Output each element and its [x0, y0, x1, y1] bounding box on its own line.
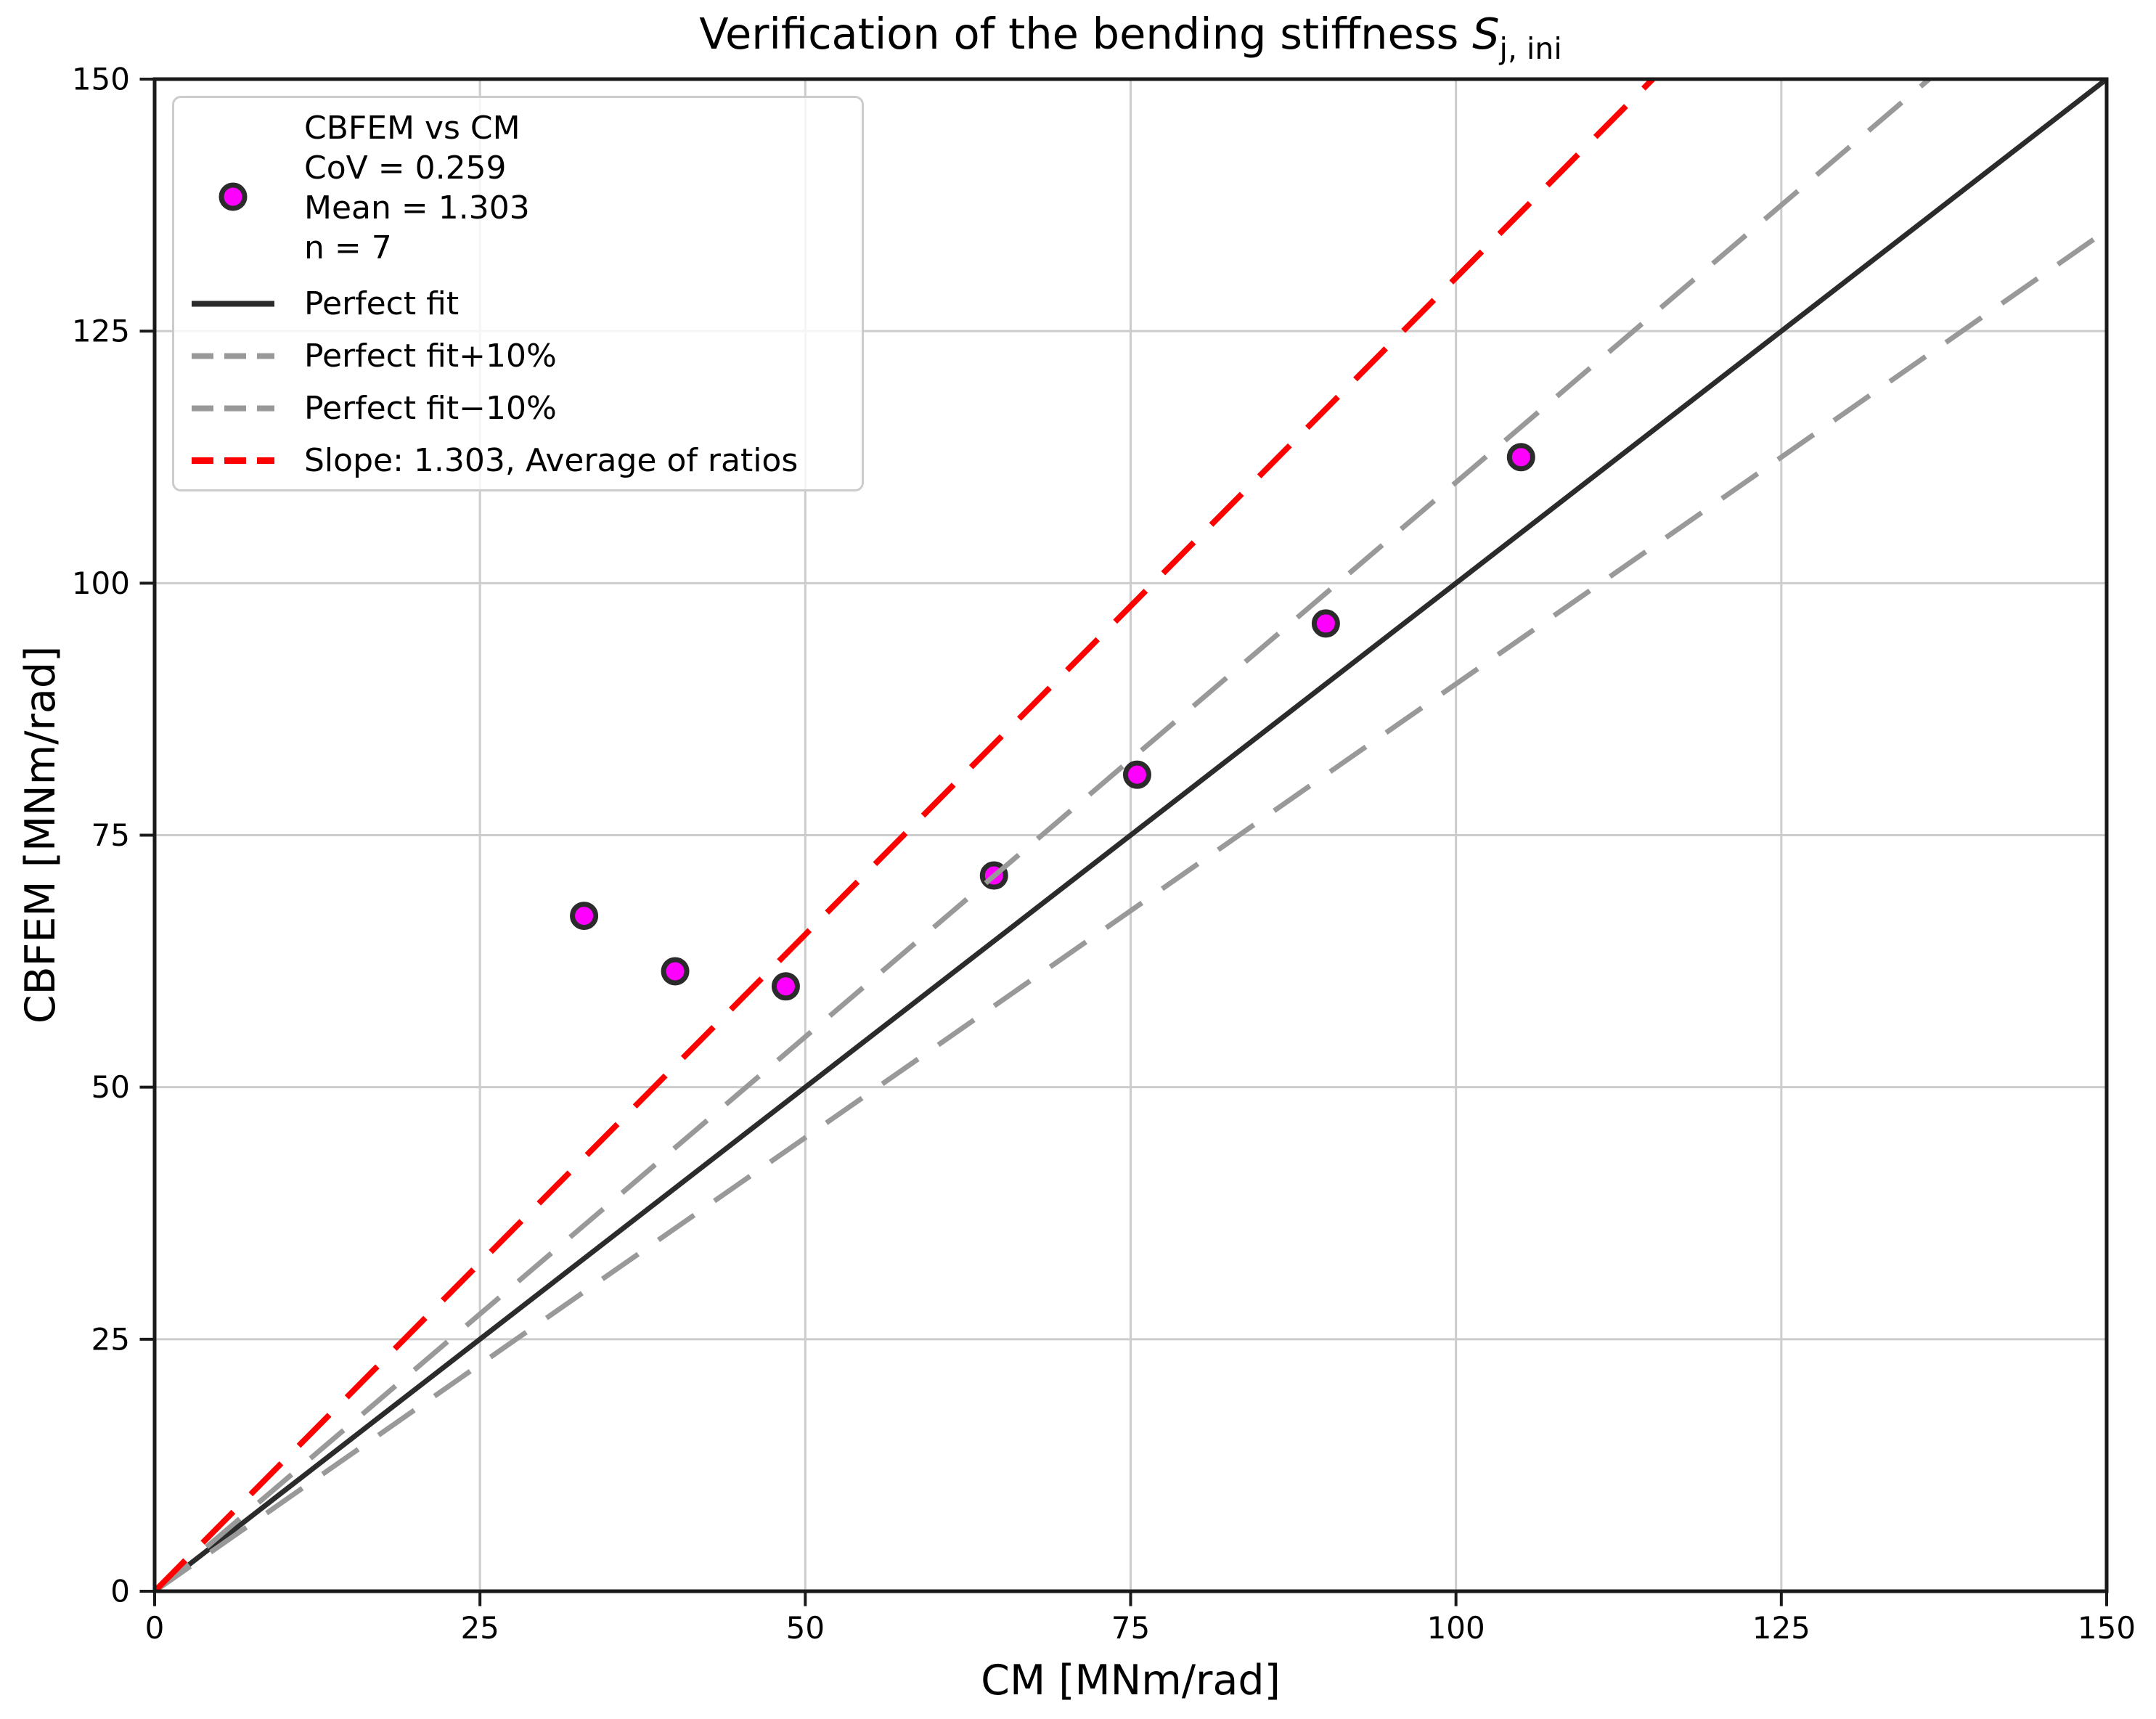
fit-line-2 — [155, 228, 2107, 1591]
legend-scatter-line-1: CBFEM vs CM — [304, 110, 520, 147]
data-point — [771, 972, 800, 1001]
red-dashed-line-icon — [186, 441, 280, 481]
perfect-fit-line-glyph — [192, 301, 274, 307]
y-tick-label: 100 — [72, 565, 130, 601]
y-tick-label: 125 — [72, 314, 130, 349]
legend-scatter-line-2: CoV = 0.259 — [304, 150, 507, 187]
minus10-line-glyph — [192, 405, 274, 412]
legend-entry-scatter: CBFEM vs CM CoV = 0.259 Mean = 1.303 n =… — [186, 108, 854, 268]
x-tick-label: 100 — [1427, 1610, 1485, 1646]
y-tick-label: 25 — [91, 1321, 130, 1357]
data-point — [1506, 443, 1535, 472]
legend-plus10-label: Perfect fit+10% — [304, 338, 557, 375]
legend-scatter-line-4: n = 7 — [304, 229, 392, 266]
y-tick-label: 0 — [110, 1574, 130, 1609]
data-point — [1122, 760, 1151, 789]
x-tick-label: 25 — [460, 1610, 499, 1646]
legend: CBFEM vs CM CoV = 0.259 Mean = 1.303 n =… — [172, 96, 864, 491]
legend-minus10-label: Perfect fit−10% — [304, 390, 557, 427]
data-point — [570, 902, 599, 931]
dashed-line-icon — [186, 336, 280, 376]
legend-scatter-line-3: Mean = 1.303 — [304, 189, 530, 226]
x-tick-label: 0 — [145, 1610, 165, 1646]
dashed-line-icon — [186, 388, 280, 428]
legend-scatter-label: CBFEM vs CM CoV = 0.259 Mean = 1.303 n =… — [304, 108, 530, 268]
legend-entry-minus10: Perfect fit−10% — [186, 388, 854, 428]
data-point — [661, 957, 690, 986]
scatter-marker-glyph — [219, 182, 248, 211]
x-tick-label: 125 — [1752, 1610, 1810, 1646]
legend-entry-perfect-fit: Perfect fit — [186, 284, 854, 324]
scatter-marker-icon — [186, 108, 280, 268]
chart-title-variable: S — [1472, 9, 1500, 59]
fit-line-0 — [155, 79, 2107, 1591]
legend-entry-ratio-slope: Slope: 1.303, Average of ratios — [186, 441, 854, 481]
chart-title-text: Verification of the bending stiffness — [699, 9, 1473, 59]
fit-line-3 — [155, 79, 1655, 1591]
x-axis-label: CM [MNm/rad] — [981, 1657, 1281, 1704]
chart-title-subscript: j, ini — [1499, 31, 1562, 66]
legend-entry-plus10: Perfect fit+10% — [186, 336, 854, 376]
y-axis-label: CBFEM [MNm/rad] — [17, 645, 65, 1024]
y-tick-label: 50 — [91, 1069, 130, 1105]
fit-line-1 — [155, 79, 1931, 1591]
y-tick-label: 75 — [91, 817, 130, 853]
legend-ratio-slope-label: Slope: 1.303, Average of ratios — [304, 442, 799, 479]
plot-border — [152, 77, 2109, 1593]
x-tick-label: 50 — [786, 1610, 825, 1646]
x-tick-label: 150 — [2078, 1610, 2136, 1646]
ratio-slope-line-glyph — [192, 457, 274, 464]
solid-line-icon — [186, 284, 280, 324]
plus10-line-glyph — [192, 353, 274, 359]
x-tick-label: 75 — [1111, 1610, 1150, 1646]
legend-perfect-fit-label: Perfect fit — [304, 285, 460, 322]
y-tick-label: 150 — [72, 62, 130, 97]
data-point — [1311, 609, 1340, 638]
chart-title: Verification of the bending stiffness Sj… — [155, 9, 2107, 64]
